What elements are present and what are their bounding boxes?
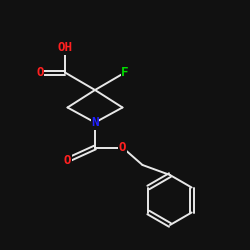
Text: O: O bbox=[119, 141, 126, 154]
Text: N: N bbox=[91, 116, 99, 129]
Text: F: F bbox=[121, 66, 129, 79]
Text: O: O bbox=[64, 154, 71, 166]
Text: O: O bbox=[36, 66, 44, 79]
Text: OH: OH bbox=[58, 41, 72, 54]
